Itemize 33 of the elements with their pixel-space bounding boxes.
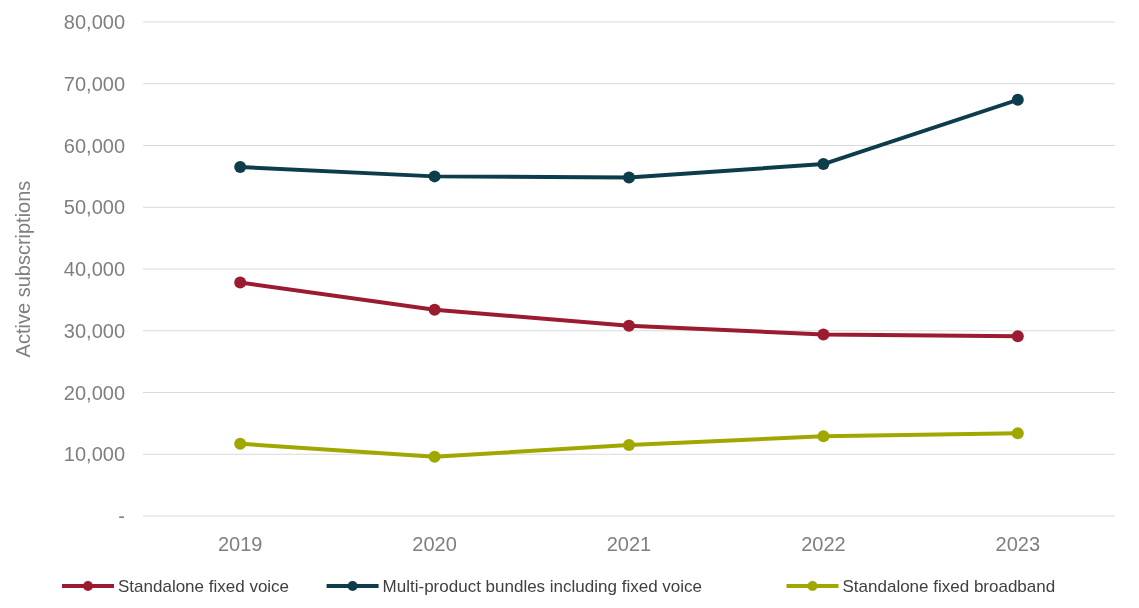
x-tick-label: 2021 <box>606 533 652 555</box>
point <box>1011 330 1024 343</box>
y-tick-label: 70,000 <box>63 72 125 95</box>
legend-label: Multi-product bundles including fixed voice <box>382 577 703 596</box>
legend-label: Standalone fixed broadband <box>842 577 1056 596</box>
y-tick-label: 60,000 <box>63 134 125 157</box>
point <box>817 158 830 171</box>
y-tick-label: 30,000 <box>63 319 125 342</box>
point <box>1011 427 1024 440</box>
point <box>234 437 247 450</box>
y-tick-label: 10,000 <box>63 443 125 466</box>
y-tick-label: - <box>118 505 125 527</box>
x-tick-label: 2022 <box>801 533 846 555</box>
y-tick-label: 50,000 <box>63 196 125 219</box>
point <box>428 303 441 316</box>
y-tick-label: 20,000 <box>63 381 125 404</box>
point <box>428 170 441 183</box>
point <box>428 450 441 463</box>
point <box>623 319 635 332</box>
point <box>817 430 830 443</box>
y-tick-label: 80,000 <box>63 11 125 33</box>
point <box>1011 93 1024 106</box>
x-tick-label: 2020 <box>412 533 457 555</box>
y-axis-title: Active subscriptions <box>12 180 34 358</box>
point <box>817 328 830 341</box>
x-tick-label: 2023 <box>995 533 1041 555</box>
y-tick-label: 40,000 <box>63 258 125 280</box>
point <box>234 161 247 174</box>
point <box>234 276 247 289</box>
point <box>623 438 635 451</box>
legend-label: Standalone fixed voice <box>118 577 290 596</box>
x-tick-label: 2019 <box>217 533 263 555</box>
point <box>623 171 635 184</box>
